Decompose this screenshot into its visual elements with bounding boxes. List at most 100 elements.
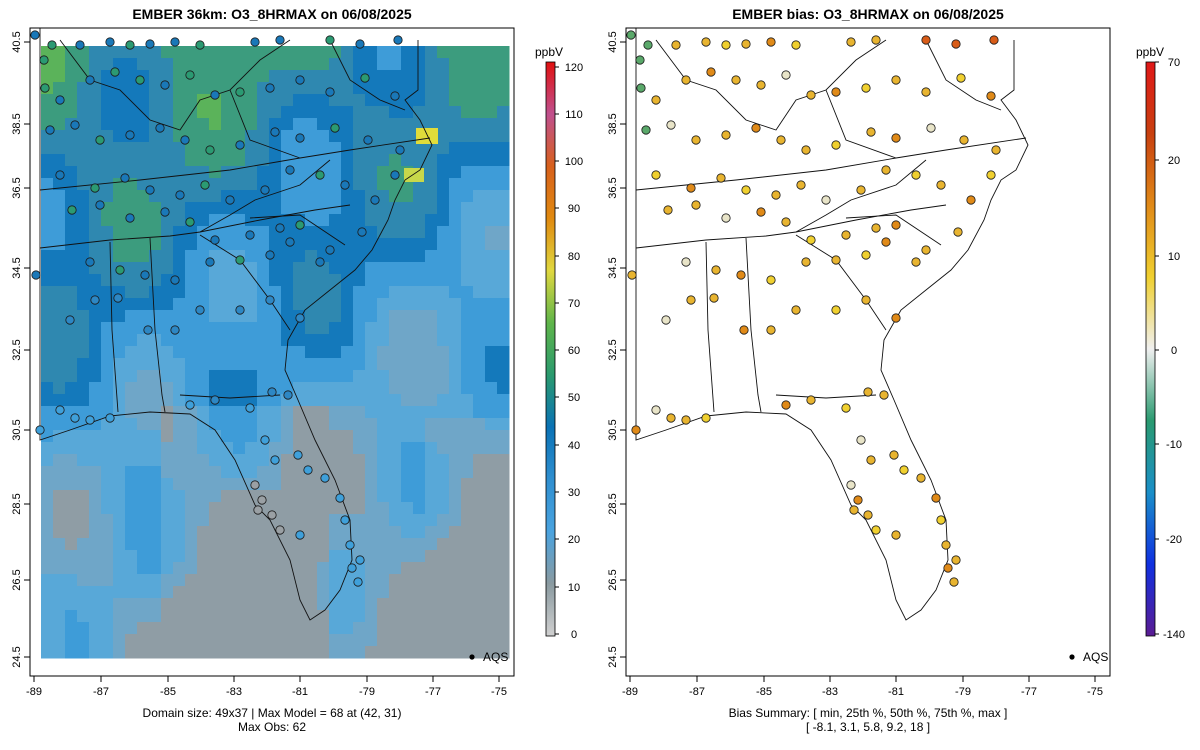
site-marker <box>681 75 691 85</box>
site-marker <box>125 213 135 223</box>
site-marker <box>651 170 661 180</box>
site-marker <box>841 230 851 240</box>
y-tick-label: 34.5 <box>11 257 23 278</box>
site-marker <box>265 250 275 260</box>
y-tick-label: 28.5 <box>607 493 619 514</box>
site-marker <box>355 39 365 49</box>
site-marker <box>881 165 891 175</box>
site-marker <box>325 245 335 255</box>
site-marker <box>90 183 100 193</box>
site-marker <box>45 125 55 135</box>
site-marker <box>355 555 365 565</box>
y-tick-label: 28.5 <box>11 493 23 514</box>
site-marker <box>831 87 841 97</box>
site-marker <box>245 230 255 240</box>
site-marker <box>926 123 936 133</box>
site-marker <box>706 67 716 77</box>
site-marker <box>626 30 636 40</box>
site-marker <box>691 200 701 210</box>
site-marker <box>951 39 961 49</box>
site-marker <box>360 73 370 83</box>
y-tick-label: 34.5 <box>607 257 619 278</box>
colorbar-tick-label: 50 <box>568 392 580 404</box>
y-tick-label: 30.5 <box>11 419 23 440</box>
site-marker <box>766 37 776 47</box>
site-marker <box>370 195 380 205</box>
site-marker <box>953 227 963 237</box>
colorbar-tick-label: -140 <box>1163 629 1185 641</box>
site-marker <box>275 35 285 45</box>
bias-summary-header: Bias Summary: [ min, 25th %, 50th %, 75t… <box>728 706 1008 720</box>
site-marker <box>936 180 946 190</box>
site-marker <box>991 145 1001 155</box>
site-marker <box>390 91 400 101</box>
site-marker <box>881 237 891 247</box>
x-tick-label: -85 <box>756 686 772 698</box>
site-marker <box>806 235 816 245</box>
site-marker <box>105 37 115 47</box>
site-marker <box>345 540 355 550</box>
site-marker <box>275 525 285 535</box>
site-marker <box>315 257 325 267</box>
site-marker <box>90 295 100 305</box>
state-boundaries <box>635 28 1029 621</box>
site-marker <box>663 205 673 215</box>
site-marker <box>393 35 403 45</box>
left-plot-frame <box>29 27 515 677</box>
site-marker <box>85 257 95 267</box>
site-marker <box>866 127 876 137</box>
site-marker <box>265 83 275 93</box>
y-tick-label: 26.5 <box>11 569 23 590</box>
site-marker <box>120 173 130 183</box>
site-marker <box>889 450 899 460</box>
site-marker <box>766 275 776 285</box>
site-marker <box>986 91 996 101</box>
x-tick-label: -85 <box>160 686 176 698</box>
site-marker <box>210 235 220 245</box>
site-marker <box>791 305 801 315</box>
site-marker <box>686 183 696 193</box>
site-marker <box>846 480 856 490</box>
site-marker <box>776 135 786 145</box>
site-marker <box>766 325 776 335</box>
site-marker <box>966 195 976 205</box>
site-marker <box>270 455 280 465</box>
site-marker <box>846 37 856 47</box>
site-marker <box>295 313 305 323</box>
site-marker <box>931 493 941 503</box>
site-marker <box>260 435 270 445</box>
colorbar-tick-label: 20 <box>568 534 580 546</box>
model-concentration-grid <box>41 46 510 659</box>
site-marker <box>899 465 909 475</box>
site-marker <box>335 493 345 503</box>
site-marker <box>95 200 105 210</box>
site-marker <box>856 185 866 195</box>
site-marker <box>267 387 277 397</box>
site-marker <box>891 530 901 540</box>
site-marker <box>265 295 275 305</box>
site-marker <box>125 40 135 50</box>
right-plot-frame <box>625 27 1111 677</box>
site-marker <box>330 123 340 133</box>
site-marker <box>627 270 637 280</box>
colorbar-tick-label: 60 <box>568 345 580 357</box>
bias-summary-values: [ -8.1, 3.1, 5.8, 9.2, 18 ] <box>805 720 931 734</box>
site-marker <box>275 223 285 233</box>
colorbar-tick-label: 120 <box>565 62 583 74</box>
right-units-label: ppbV <box>1136 45 1164 59</box>
left-x-axis: -89 -87 -85 -83 -81 -79 -77 -75 <box>26 676 507 698</box>
site-marker <box>40 83 50 93</box>
site-marker <box>879 390 889 400</box>
aqs-observation-sites <box>30 30 405 587</box>
site-marker <box>293 450 303 460</box>
y-tick-label: 40.5 <box>11 31 23 52</box>
site-marker <box>721 130 731 140</box>
site-marker <box>55 405 65 415</box>
site-marker <box>891 133 901 143</box>
x-tick-label: -77 <box>1021 686 1037 698</box>
site-marker <box>357 227 367 237</box>
site-marker <box>195 40 205 50</box>
y-tick-label: 32.5 <box>607 339 619 360</box>
y-tick-label: 26.5 <box>607 569 619 590</box>
site-marker <box>353 577 363 587</box>
